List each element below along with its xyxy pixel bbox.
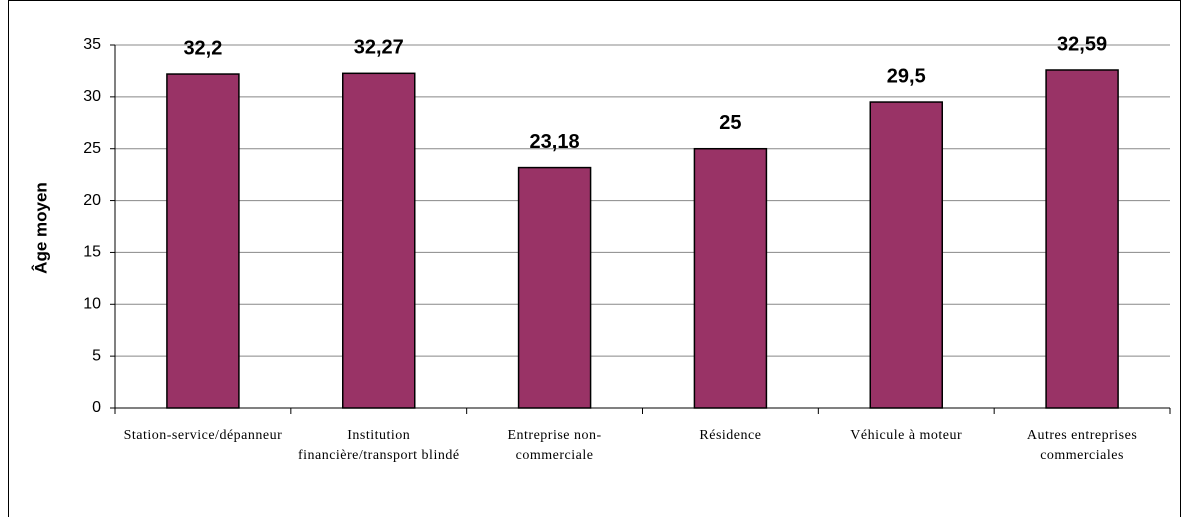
data-label: 23,18 (530, 131, 580, 153)
bar (1045, 69, 1119, 409)
data-label: 32,27 (354, 37, 404, 59)
bar (693, 147, 768, 409)
y-tick-label: 20 (83, 192, 101, 209)
x-tick-label: Autres entreprises commerciales (1026, 428, 1138, 463)
data-label: 32,59 (1057, 33, 1107, 55)
data-label: 25 (719, 112, 741, 134)
y-tick-label: 10 (83, 296, 101, 313)
data-label: 29,5 (887, 65, 926, 87)
x-tick-label: Résidence (699, 428, 762, 443)
y-tick-label: 5 (92, 347, 101, 364)
y-tick-label: 30 (83, 88, 101, 105)
y-tick-label: 25 (83, 140, 101, 157)
bar (342, 72, 416, 409)
y-tick-label: 0 (92, 399, 101, 416)
bar (869, 101, 943, 409)
y-tick-label: 15 (83, 244, 101, 261)
bar (517, 166, 592, 409)
y-axis-label: Âge moyen (31, 182, 50, 274)
x-tick-label: Véhicule à moteur (850, 428, 963, 443)
x-tick-label: Station-service/dépanneur (123, 428, 283, 443)
x-tick-label: Entreprise non-commerciale (507, 428, 602, 463)
bar (166, 73, 240, 409)
data-label: 32,2 (183, 37, 222, 59)
x-tick-label: Institution financière/transport blindé (297, 428, 460, 463)
y-tick-label: 35 (83, 36, 101, 53)
